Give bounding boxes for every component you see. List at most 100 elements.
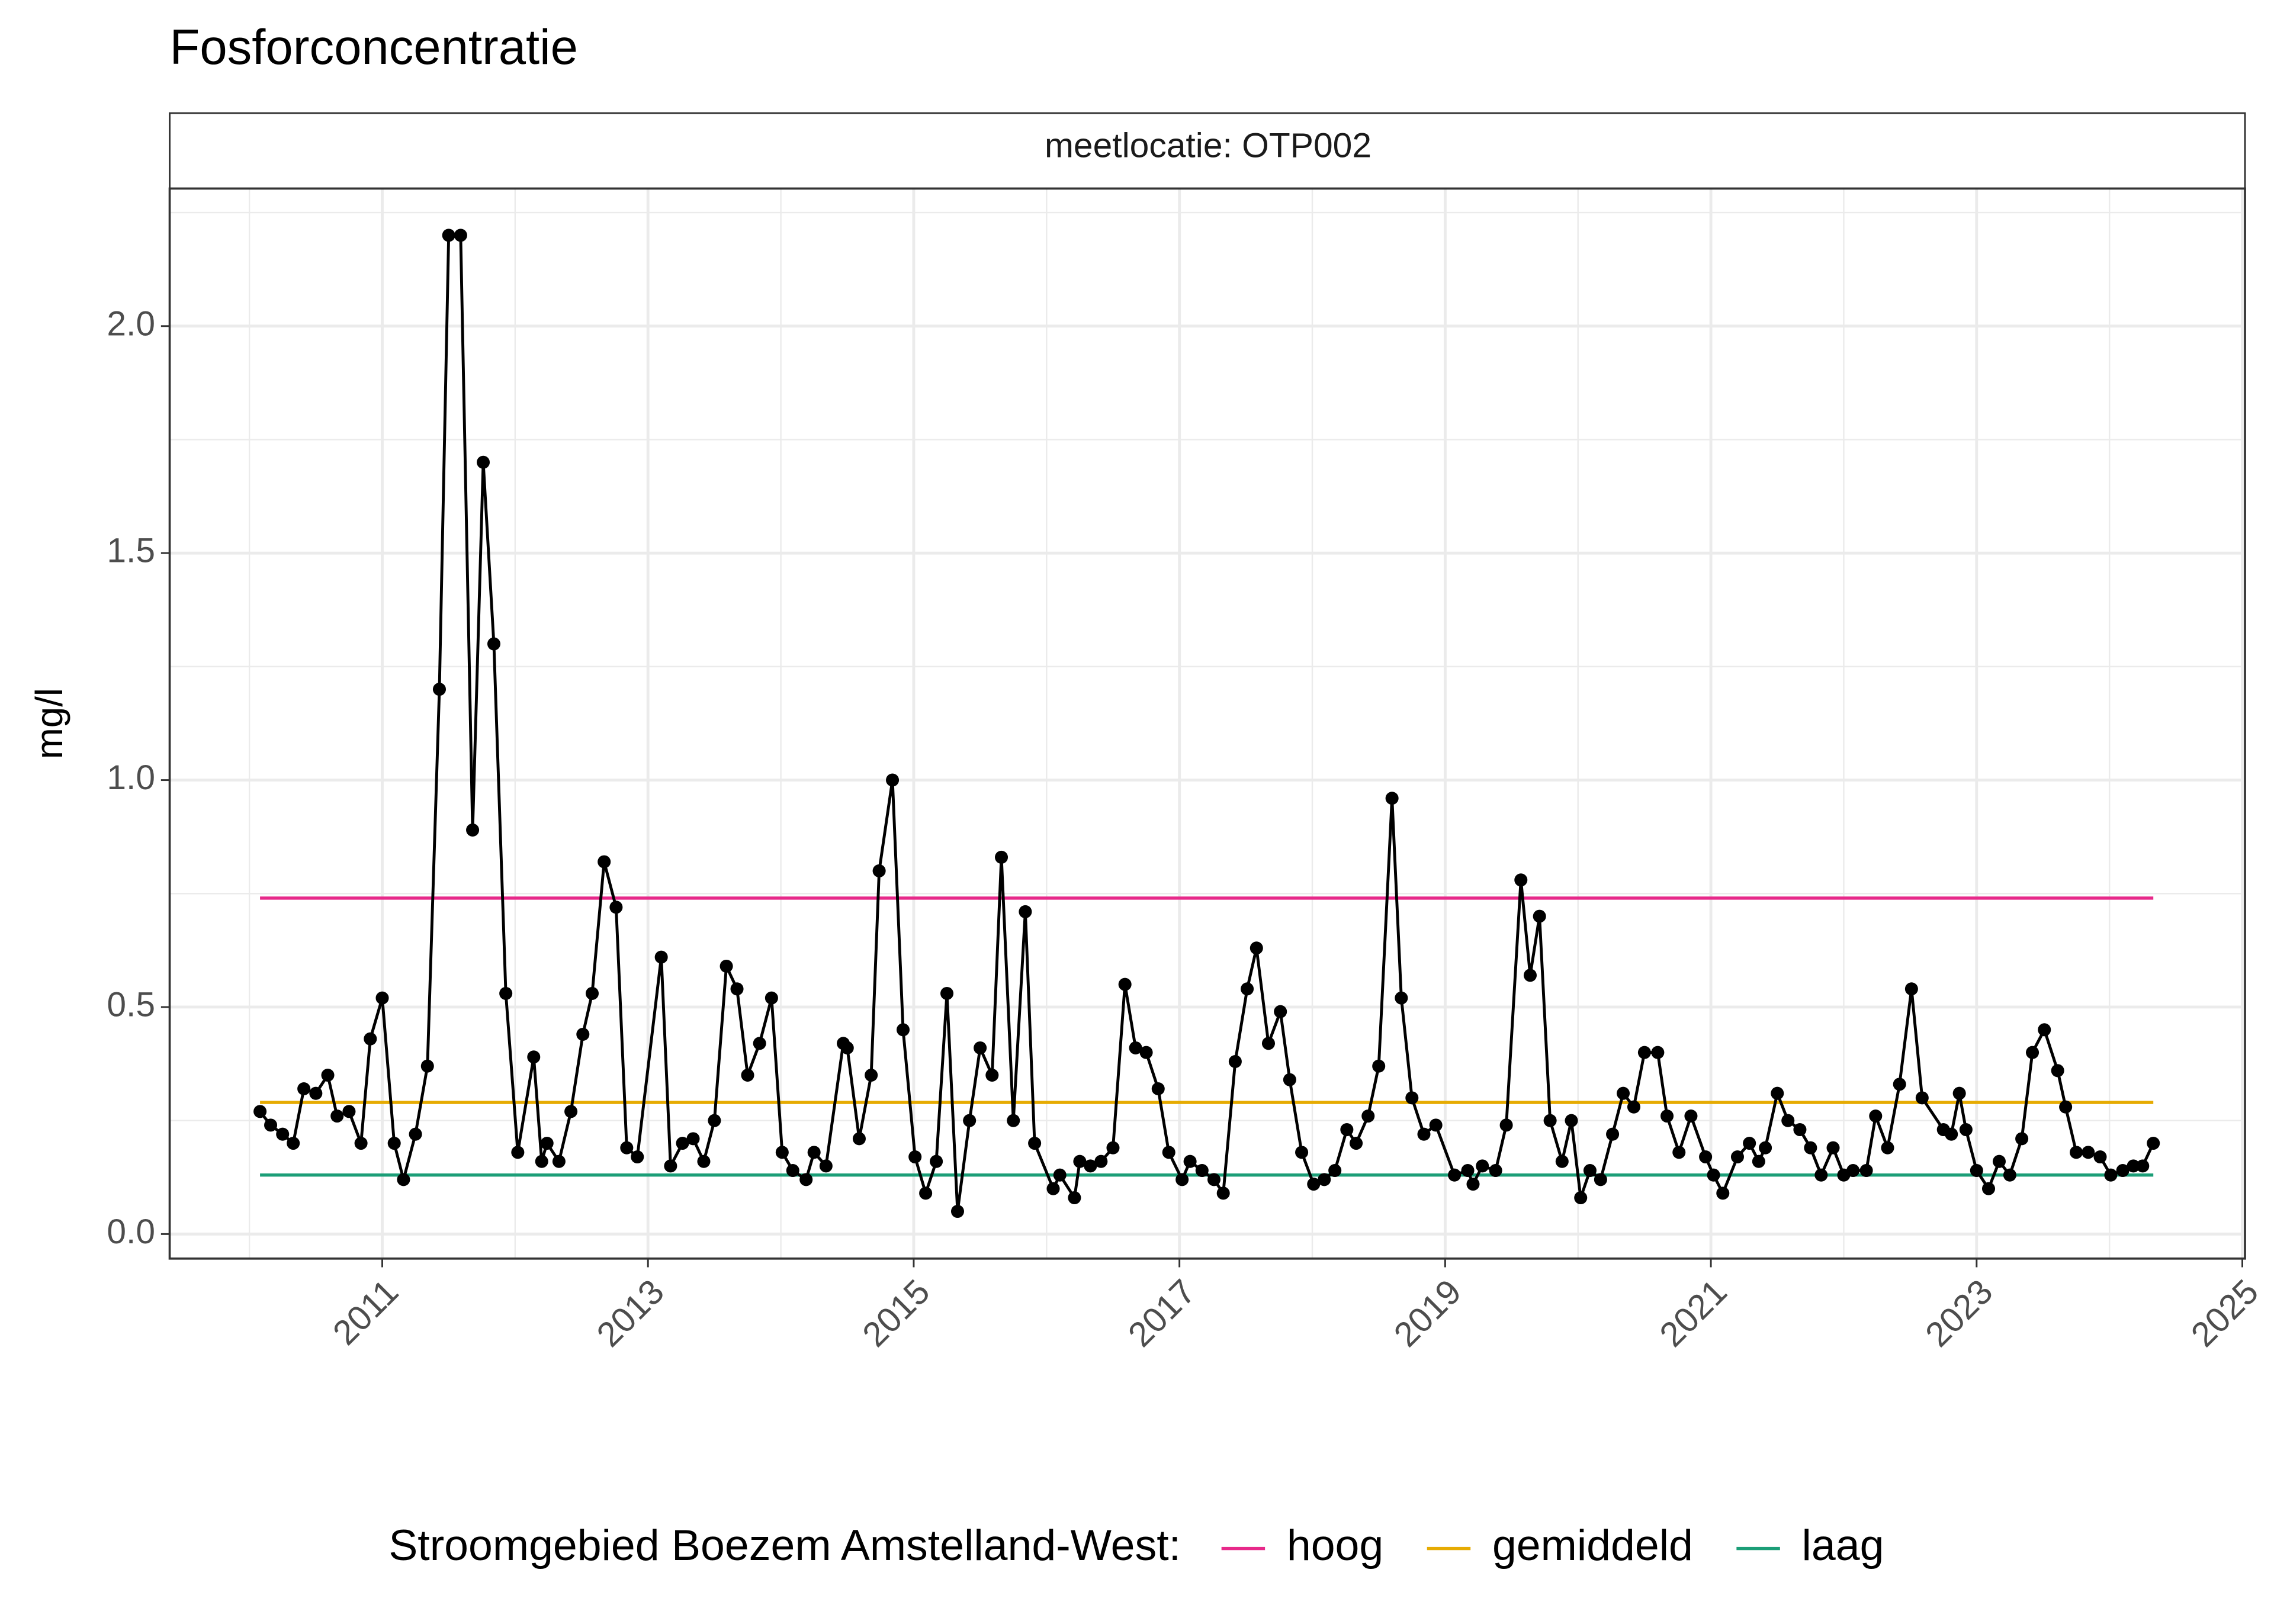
data-point bbox=[1672, 1146, 1686, 1159]
y-axis-title: mg/l bbox=[28, 688, 70, 759]
data-point bbox=[297, 1082, 311, 1096]
data-point bbox=[487, 637, 500, 651]
data-point bbox=[896, 1023, 910, 1037]
data-point bbox=[1651, 1046, 1665, 1059]
data-point bbox=[321, 1068, 335, 1082]
data-point bbox=[552, 1155, 566, 1168]
data-point bbox=[1094, 1155, 1108, 1168]
data-point bbox=[1162, 1146, 1175, 1159]
data-point bbox=[420, 1059, 434, 1073]
data-point bbox=[840, 1041, 854, 1055]
data-point bbox=[1959, 1123, 1973, 1137]
data-point bbox=[664, 1159, 677, 1173]
data-point bbox=[930, 1155, 943, 1168]
data-point bbox=[2127, 1159, 2140, 1173]
data-point bbox=[264, 1118, 278, 1132]
data-point bbox=[963, 1114, 977, 1127]
data-point bbox=[1372, 1059, 1386, 1073]
data-point bbox=[1881, 1141, 1894, 1155]
data-point bbox=[676, 1136, 689, 1150]
data-point bbox=[1139, 1046, 1153, 1059]
data-point bbox=[775, 1146, 789, 1159]
data-point bbox=[1952, 1086, 1966, 1100]
data-point bbox=[1175, 1173, 1189, 1186]
data-point bbox=[1448, 1168, 1462, 1182]
data-point bbox=[1183, 1155, 1197, 1168]
data-point bbox=[1499, 1118, 1513, 1132]
strip bbox=[169, 112, 2246, 189]
data-point bbox=[1466, 1178, 1480, 1191]
data-point bbox=[1637, 1046, 1651, 1059]
data-point bbox=[499, 986, 513, 1000]
data-point bbox=[1361, 1109, 1375, 1123]
data-point bbox=[1084, 1159, 1097, 1173]
data-point bbox=[1606, 1127, 1620, 1141]
data-point bbox=[720, 959, 733, 973]
data-point bbox=[1594, 1173, 1607, 1186]
data-point bbox=[1826, 1141, 1840, 1155]
data-point bbox=[1307, 1178, 1321, 1191]
data-point bbox=[1970, 1164, 1983, 1178]
data-point bbox=[908, 1150, 922, 1164]
data-point bbox=[2070, 1146, 2083, 1159]
data-point bbox=[1869, 1109, 1883, 1123]
data-point bbox=[1514, 873, 1528, 887]
chart-title: Fosforconcentratie bbox=[170, 20, 578, 75]
data-point bbox=[686, 1132, 700, 1146]
data-point bbox=[2038, 1023, 2051, 1037]
data-point bbox=[527, 1050, 541, 1064]
data-point bbox=[2147, 1136, 2160, 1150]
data-point bbox=[1543, 1114, 1557, 1127]
data-point bbox=[786, 1164, 799, 1178]
data-point bbox=[1207, 1173, 1221, 1186]
data-point bbox=[1781, 1114, 1795, 1127]
data-point bbox=[1730, 1150, 1744, 1164]
data-point bbox=[330, 1109, 344, 1123]
data-point bbox=[919, 1186, 933, 1200]
data-point bbox=[1340, 1123, 1354, 1137]
data-point bbox=[1250, 941, 1263, 955]
data-point bbox=[1228, 1054, 1242, 1069]
data-point bbox=[994, 850, 1008, 864]
data-point bbox=[476, 455, 490, 469]
data-point bbox=[511, 1146, 525, 1159]
data-point bbox=[741, 1068, 754, 1082]
data-point bbox=[886, 773, 900, 787]
y-tick-label: 2.0 bbox=[107, 304, 155, 343]
data-point bbox=[985, 1068, 999, 1082]
data-point bbox=[598, 855, 611, 869]
data-point bbox=[1743, 1136, 1756, 1150]
data-point bbox=[819, 1159, 833, 1173]
data-point bbox=[1583, 1164, 1597, 1178]
data-point bbox=[1461, 1164, 1475, 1178]
data-point bbox=[1699, 1150, 1713, 1164]
data-point bbox=[2051, 1064, 2064, 1078]
data-point bbox=[1405, 1091, 1419, 1105]
data-point bbox=[2003, 1168, 2016, 1182]
data-point bbox=[253, 1105, 267, 1118]
data-point bbox=[799, 1173, 813, 1186]
data-point bbox=[1019, 905, 1032, 918]
data-point bbox=[1261, 1037, 1276, 1050]
data-point bbox=[654, 950, 668, 964]
data-point bbox=[1417, 1127, 1431, 1141]
data-point bbox=[1489, 1164, 1502, 1178]
data-point bbox=[466, 823, 480, 837]
data-point bbox=[730, 982, 744, 996]
data-point bbox=[1241, 982, 1254, 996]
data-point bbox=[2015, 1132, 2029, 1146]
data-point bbox=[1627, 1100, 1640, 1114]
data-point bbox=[2026, 1046, 2039, 1059]
data-point bbox=[1283, 1073, 1296, 1086]
data-point bbox=[309, 1086, 323, 1100]
data-point bbox=[1846, 1164, 1860, 1178]
y-tick-label: 0.5 bbox=[107, 986, 155, 1024]
data-point bbox=[1129, 1041, 1142, 1055]
data-point bbox=[364, 1032, 377, 1046]
data-point bbox=[1981, 1182, 1996, 1195]
data-point bbox=[1429, 1118, 1443, 1132]
data-point bbox=[1904, 982, 1918, 996]
data-point bbox=[1476, 1159, 1489, 1173]
data-point bbox=[276, 1127, 290, 1141]
